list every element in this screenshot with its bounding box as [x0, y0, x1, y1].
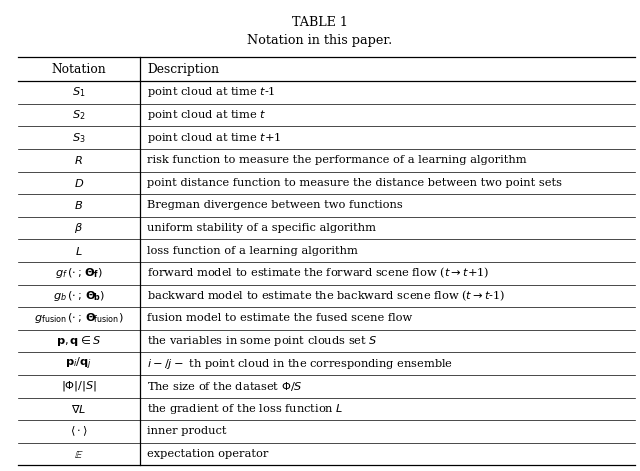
Text: $R$: $R$ — [74, 154, 83, 166]
Text: $\mathbf{p}_i/\mathbf{q}_j$: $\mathbf{p}_i/\mathbf{q}_j$ — [65, 356, 92, 372]
Text: point cloud at time $t$: point cloud at time $t$ — [147, 108, 267, 122]
Text: Notation: Notation — [51, 63, 106, 76]
Text: $S_3$: $S_3$ — [72, 131, 86, 145]
Text: Notation in this paper.: Notation in this paper. — [248, 34, 392, 47]
Text: Description: Description — [147, 63, 220, 76]
Text: $S_1$: $S_1$ — [72, 86, 86, 99]
Text: $D$: $D$ — [74, 177, 84, 189]
Text: expectation operator: expectation operator — [147, 449, 269, 459]
Text: $\mathbf{p},\mathbf{q}\in S$: $\mathbf{p},\mathbf{q}\in S$ — [56, 334, 101, 348]
Text: $g_{\mathrm{fusion}}\,(\cdot\,;\,\mathbf{\Theta_{\!\mathrm{fusion}}})$: $g_{\mathrm{fusion}}\,(\cdot\,;\,\mathbf… — [34, 311, 124, 325]
Text: forward model to estimate the forward scene flow ($t \rightarrow t$+1): forward model to estimate the forward sc… — [147, 266, 490, 281]
Text: Bregman divergence between two functions: Bregman divergence between two functions — [147, 201, 403, 211]
Text: loss function of a learning algorithm: loss function of a learning algorithm — [147, 246, 358, 256]
Text: backward model to estimate the backward scene flow ($t \rightarrow t$-1): backward model to estimate the backward … — [147, 289, 506, 303]
Text: $i-/j-$ th point cloud in the corresponding ensemble: $i-/j-$ th point cloud in the correspond… — [147, 357, 453, 371]
Text: $\mathbb{E}$: $\mathbb{E}$ — [74, 448, 83, 460]
Text: $\langle\cdot\rangle$: $\langle\cdot\rangle$ — [70, 425, 88, 438]
Text: the gradient of the loss function $L$: the gradient of the loss function $L$ — [147, 402, 344, 416]
Text: $\nabla L$: $\nabla L$ — [71, 403, 86, 415]
Text: risk function to measure the performance of a learning algorithm: risk function to measure the performance… — [147, 155, 527, 165]
Text: $g_b\,(\cdot\,;\,\mathbf{\Theta_{\!b}})$: $g_b\,(\cdot\,;\,\mathbf{\Theta_{\!b}})$ — [52, 289, 105, 303]
Text: the variables in some point clouds set $S$: the variables in some point clouds set $… — [147, 334, 378, 348]
Text: fusion model to estimate the fused scene flow: fusion model to estimate the fused scene… — [147, 313, 412, 324]
Text: point distance function to measure the distance between two point sets: point distance function to measure the d… — [147, 178, 562, 188]
Text: $g_f\,(\cdot\,;\,\mathbf{\Theta_{\!f}})$: $g_f\,(\cdot\,;\,\mathbf{\Theta_{\!f}})$ — [55, 266, 102, 280]
Text: $S_2$: $S_2$ — [72, 108, 86, 122]
Text: $\beta$: $\beta$ — [74, 221, 83, 235]
Text: The size of the dataset $\Phi/S$: The size of the dataset $\Phi/S$ — [147, 380, 303, 393]
Text: inner product: inner product — [147, 426, 227, 437]
Text: $L$: $L$ — [75, 244, 83, 257]
Text: $|\Phi|/|S|$: $|\Phi|/|S|$ — [61, 379, 97, 393]
Text: point cloud at time $t$+1: point cloud at time $t$+1 — [147, 130, 282, 145]
Text: $B$: $B$ — [74, 199, 83, 211]
Text: point cloud at time $t$-1: point cloud at time $t$-1 — [147, 85, 276, 99]
Text: uniform stability of a specific algorithm: uniform stability of a specific algorith… — [147, 223, 376, 233]
Text: TABLE 1: TABLE 1 — [292, 16, 348, 30]
